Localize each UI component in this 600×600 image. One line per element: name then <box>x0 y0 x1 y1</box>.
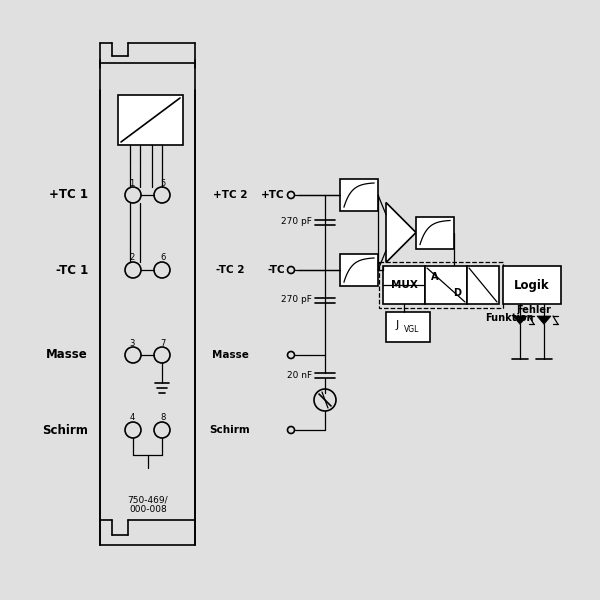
Bar <box>383 266 425 304</box>
Text: 8: 8 <box>160 413 166 422</box>
Text: 270 pF: 270 pF <box>281 295 312 304</box>
Text: -TC 1: -TC 1 <box>56 263 88 277</box>
Text: 270 pF: 270 pF <box>281 217 312 226</box>
Text: 6: 6 <box>160 253 166 263</box>
Polygon shape <box>513 316 527 325</box>
Text: Schirm: Schirm <box>209 425 250 435</box>
Text: 000-008: 000-008 <box>129 505 167 514</box>
Text: A: A <box>431 272 439 282</box>
Text: -TC: -TC <box>268 265 285 275</box>
Text: Logik: Logik <box>514 278 550 292</box>
Text: 2: 2 <box>130 253 134 263</box>
Text: D: D <box>453 288 461 298</box>
Text: 3: 3 <box>130 338 134 347</box>
Text: 7: 7 <box>160 338 166 347</box>
Text: Schirm: Schirm <box>42 424 88 437</box>
Bar <box>379 262 503 308</box>
Bar <box>386 312 430 342</box>
Text: 5: 5 <box>160 179 166 187</box>
Text: -TC 2: -TC 2 <box>216 265 244 275</box>
Text: Masse: Masse <box>212 350 248 360</box>
Text: 750-469/: 750-469/ <box>128 496 169 505</box>
Bar <box>118 95 183 145</box>
Text: 1: 1 <box>130 179 134 187</box>
Bar <box>425 266 467 304</box>
Text: +TC 1: +TC 1 <box>49 188 88 202</box>
Bar <box>340 179 378 211</box>
Text: Fehler: Fehler <box>516 305 551 315</box>
Polygon shape <box>386 202 416 263</box>
Bar <box>503 266 561 304</box>
Bar <box>416 217 454 248</box>
Text: 4: 4 <box>130 413 134 422</box>
Text: MUX: MUX <box>391 280 418 290</box>
Text: J: J <box>396 320 399 330</box>
Text: Funktion: Funktion <box>485 313 533 323</box>
Polygon shape <box>537 316 551 325</box>
Text: +TC: +TC <box>262 190 285 200</box>
Text: Masse: Masse <box>46 349 88 361</box>
Bar <box>467 266 499 304</box>
Text: +TC 2: +TC 2 <box>213 190 247 200</box>
Text: 20 nF: 20 nF <box>287 370 312 379</box>
Text: VGL: VGL <box>404 325 419 335</box>
Bar <box>340 254 378 286</box>
